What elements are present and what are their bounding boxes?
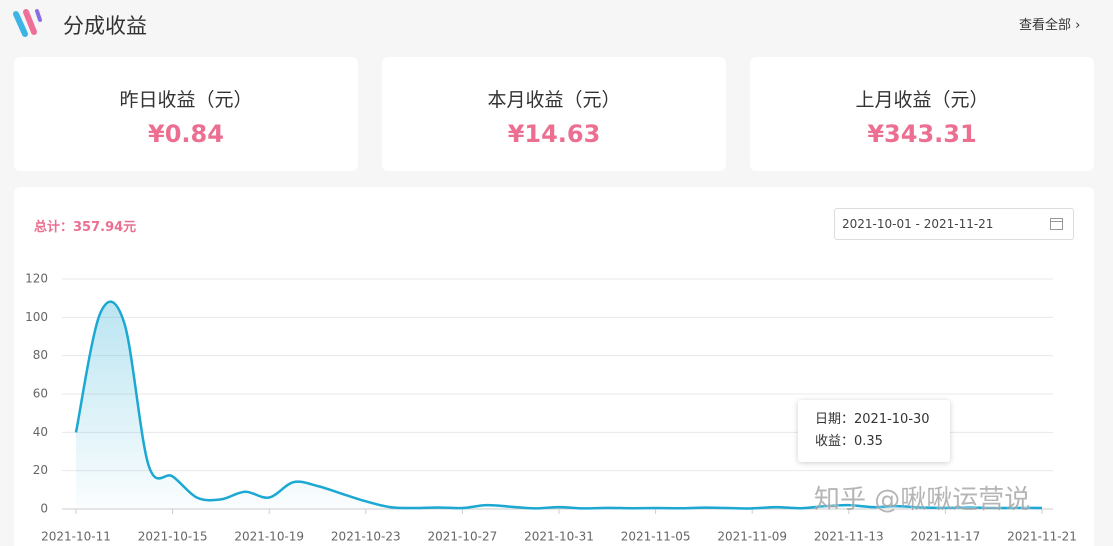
total: 总计：357.94元 [34,220,137,235]
card-label: 上月收益（元） [855,89,989,111]
date-range-text: 2021-10-01 - 2021-11-21 [842,217,994,231]
line [74,300,1043,510]
x-tick-label: 2021-10-27 [428,530,498,544]
logo [13,9,42,37]
area [76,301,1042,509]
x-tick-label: 2021-11-17 [911,530,981,544]
date-range-picker[interactable]: 2021-10-01 - 2021-11-21 [834,208,1074,240]
x-tick-label: 2021-11-13 [814,530,884,544]
y-tick-label: 20 [33,463,48,477]
y-tick-label: 40 [33,425,48,439]
x-tick-label: 2021-10-23 [331,530,401,544]
view-all-text: 查看全部 [1019,18,1072,33]
y-tick-label: 80 [33,348,48,362]
card: 昨日收益（元） ¥0.84 [14,57,358,171]
tooltip-line: 收益：0.35 [815,434,883,449]
tooltip-line: 日期：2021-10-30 [815,412,930,427]
x-tick-label: 2021-10-31 [524,530,594,544]
x-tick-label: 2021-10-15 [138,530,208,544]
chart-panel: 总计：357.94元 2021-10-01 - 2021-11-21 0 20 40… [14,187,1094,546]
x-tick-label: 2021-10-19 [234,530,304,544]
card-amount: ¥14.63 [507,120,601,148]
card: 上月收益（元） ¥343.31 [750,57,1094,171]
y-tick-label: 120 [25,272,48,286]
view-all-link[interactable]: 查看全部 › [1019,18,1081,33]
card-amount: ¥343.31 [867,120,977,148]
card-label: 昨日收益（元） [119,89,253,111]
calendar-icon [1050,218,1063,230]
y-tick-label: 60 [33,387,48,401]
x-tick-label: 2021-11-09 [717,530,787,544]
y-tick-label: 0 [40,502,48,516]
watermark: 知乎 @啾啾运营说 [814,485,1031,515]
x-tick-label: 2021-11-05 [621,530,691,544]
card-label: 本月收益（元） [487,89,621,111]
x-tick-label: 2021-10-11 [41,530,111,544]
tooltip: 日期：2021-10-30 收益：0.35 [798,400,950,462]
card-amount: ¥0.84 [148,120,224,148]
y-tick-label: 100 [25,310,48,324]
page-title: 分成收益 [63,14,147,38]
card: 本月收益（元） ¥14.63 [382,57,726,171]
x-tick-label: 2021-11-21 [1007,530,1077,544]
